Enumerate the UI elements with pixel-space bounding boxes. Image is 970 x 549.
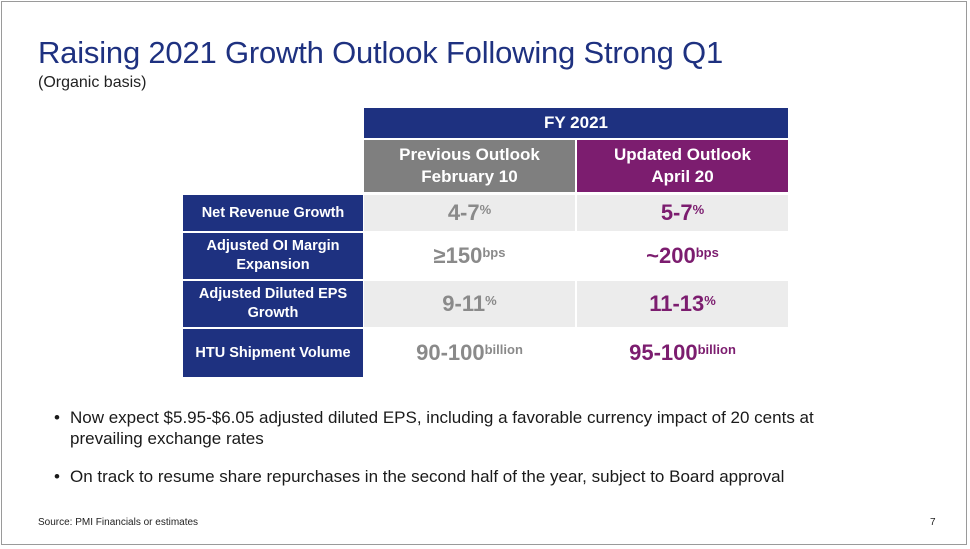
updated-outlook-label: Updated Outlook xyxy=(614,145,751,164)
oi-margin-expansion-updated: ~200 bps xyxy=(577,233,788,279)
previous-outlook-date: February 10 xyxy=(421,167,518,186)
slide-title: Raising 2021 Growth Outlook Following St… xyxy=(38,35,724,70)
net-revenue-growth-updated: 5-7% xyxy=(577,195,788,231)
row-label-adjusted-diluted-eps-growth: Adjusted Diluted EPS Growth xyxy=(183,281,363,327)
unit: % xyxy=(704,292,716,308)
updated-outlook-header: Updated Outlook April 20 xyxy=(577,140,788,192)
bullet-marker: • xyxy=(54,467,60,486)
previous-outlook-header: Previous Outlook February 10 xyxy=(364,140,575,192)
value: 90-100 xyxy=(416,340,485,365)
bullet-text: Now expect $5.95-$6.05 adjusted diluted … xyxy=(70,408,814,448)
previous-outlook-label: Previous Outlook xyxy=(399,145,540,164)
value: ~200 xyxy=(646,243,696,268)
unit: % xyxy=(479,201,492,217)
value: 5-7 xyxy=(660,200,693,225)
fy-header: FY 2021 xyxy=(364,108,788,138)
unit: % xyxy=(485,292,497,308)
value: 4-7 xyxy=(447,200,480,225)
htu-shipment-volume-previous: 90-100 billion xyxy=(364,329,575,377)
bullet-item: • Now expect $5.95-$6.05 adjusted dilute… xyxy=(54,407,884,449)
source-note: Source: PMI Financials or estimates xyxy=(38,517,199,528)
bullet-marker: • xyxy=(54,408,60,427)
unit: bps xyxy=(482,244,506,260)
value: ≥150 xyxy=(433,243,483,268)
row-label-adjusted-oi-margin-expansion: Adjusted OI Margin Expansion xyxy=(183,233,363,279)
bullet-text: On track to resume share repurchases in … xyxy=(70,467,785,486)
page-number: 7 xyxy=(930,517,936,528)
unit: bps xyxy=(695,244,719,260)
eps-growth-updated: 11-13% xyxy=(577,281,788,327)
value: 9-11 xyxy=(442,291,486,316)
unit: % xyxy=(692,201,705,217)
row-label-htu-shipment-volume: HTU Shipment Volume xyxy=(183,329,363,377)
updated-outlook-date: April 20 xyxy=(651,167,714,186)
unit: billion xyxy=(484,341,523,357)
slide-subtitle: (Organic basis) xyxy=(38,74,147,91)
row-label-net-revenue-growth: Net Revenue Growth xyxy=(183,195,363,231)
eps-growth-previous: 9-11% xyxy=(364,281,575,327)
oi-margin-expansion-previous: ≥150 bps xyxy=(364,233,575,279)
unit: billion xyxy=(697,341,736,357)
htu-shipment-volume-updated: 95-100 billion xyxy=(577,329,788,377)
bullet-item: • On track to resume share repurchases i… xyxy=(54,466,884,487)
value: 95-100 xyxy=(629,340,698,365)
value: 11-13 xyxy=(649,291,705,316)
bullet-list: • Now expect $5.95-$6.05 adjusted dilute… xyxy=(54,407,884,504)
net-revenue-growth-previous: 4-7% xyxy=(364,195,575,231)
